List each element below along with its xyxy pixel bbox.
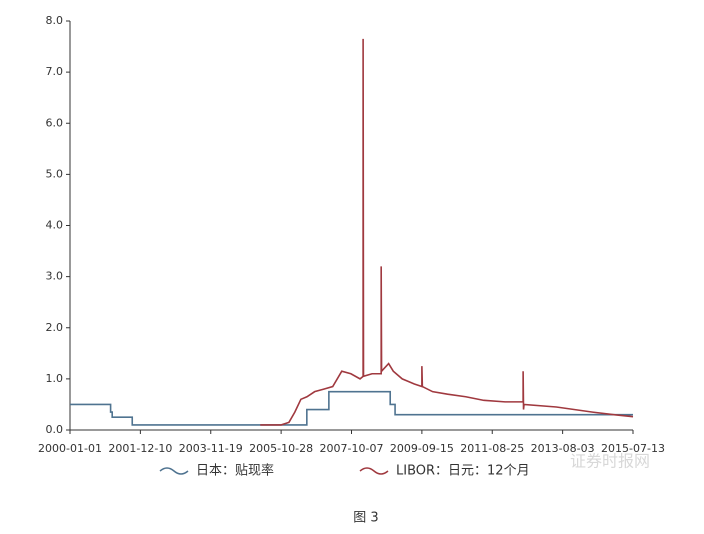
series-line <box>260 38 634 426</box>
x-tick-label: 2007-10-07 <box>320 442 384 455</box>
legend-label: 日本：贴现率 <box>196 463 274 479</box>
legend-icon <box>359 467 389 475</box>
x-tick-label: 2003-11-19 <box>179 442 243 455</box>
y-tick-label: 1.0 <box>46 372 64 385</box>
x-tick-label: 2001-12-10 <box>108 442 172 455</box>
x-tick-label: 2005-10-28 <box>249 442 313 455</box>
legend-label: LIBOR：日元：12个月 <box>396 464 530 479</box>
y-tick-label: 3.0 <box>46 270 64 283</box>
x-tick-label: 2013-08-03 <box>531 442 595 455</box>
x-tick-label: 2000-01-01 <box>38 442 102 455</box>
y-tick-label: 0.0 <box>46 423 64 436</box>
x-tick-label: 2009-09-15 <box>390 442 454 455</box>
series-line <box>70 390 633 426</box>
y-tick-label: 5.0 <box>46 167 64 180</box>
watermark: 证券时报网 <box>570 452 650 471</box>
caption: 图 3 <box>353 511 378 526</box>
legend-icon <box>159 467 189 475</box>
y-tick-label: 2.0 <box>46 321 64 334</box>
x-tick-label: 2015-07-13 <box>601 442 665 455</box>
y-tick-label: 4.0 <box>46 219 64 232</box>
y-tick-label: 8.0 <box>46 14 64 27</box>
y-tick-label: 7.0 <box>46 65 64 78</box>
y-tick-label: 6.0 <box>46 116 64 129</box>
x-tick-label: 2011-08-25 <box>460 442 524 455</box>
